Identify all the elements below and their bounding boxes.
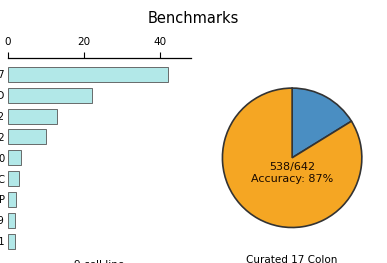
Bar	[8, 88, 92, 103]
Bar	[8, 171, 19, 186]
Bar	[8, 150, 21, 165]
Text: 9 cell line
cache data & train set: 9 cell line cache data & train set	[41, 260, 157, 263]
Text: Benchmarks: Benchmarks	[148, 11, 239, 26]
Bar	[8, 234, 15, 249]
Wedge shape	[292, 88, 351, 158]
Bar	[8, 129, 46, 144]
Bar	[8, 109, 57, 124]
Wedge shape	[223, 88, 362, 227]
Text: 538/642
Accuracy: 87%: 538/642 Accuracy: 87%	[251, 162, 333, 184]
Bar	[8, 213, 15, 228]
Bar	[8, 67, 168, 82]
Text: Curated 17 Colon
tumor tissue test: Curated 17 Colon tumor tissue test	[247, 255, 338, 263]
Bar	[8, 192, 16, 207]
